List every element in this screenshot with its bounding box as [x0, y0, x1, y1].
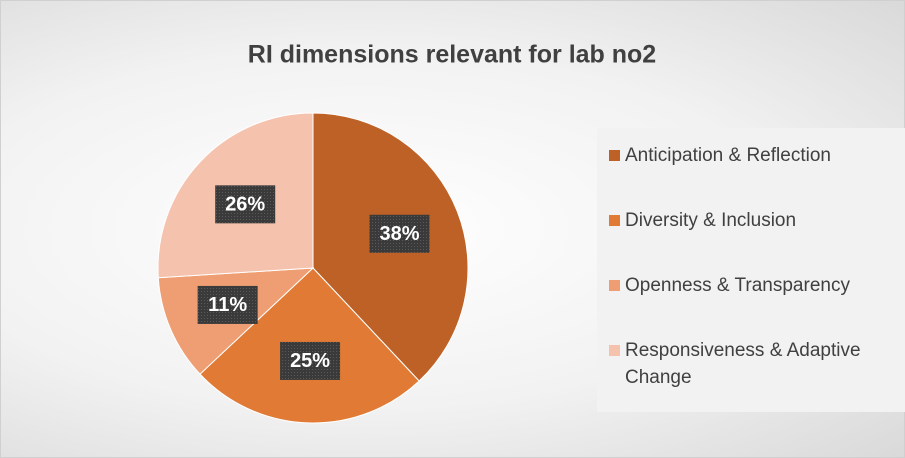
data-label: 25%: [290, 350, 330, 372]
legend: Anticipation & Reflection Diversity & Inc…: [597, 128, 905, 412]
legend-swatch: [609, 345, 620, 356]
legend-swatch: [609, 150, 620, 161]
data-label: 26%: [225, 194, 265, 216]
legend-label: Diversity & Inclusion: [625, 210, 797, 231]
legend-swatch: [609, 215, 620, 226]
legend-entry: Openness & Transparency: [609, 272, 895, 337]
data-label-box: [280, 341, 341, 380]
legend-entry: Responsiveness & Adaptive Change: [609, 337, 895, 402]
legend-label: Openness & Transparency: [625, 275, 850, 296]
legend-entry: Anticipation & Reflection: [609, 142, 895, 207]
data-label: 38%: [379, 223, 419, 245]
legend-label: Anticipation & Reflection: [625, 145, 831, 166]
data-label-box: [197, 285, 258, 324]
data-label: 11%: [208, 294, 247, 316]
legend-entry: Diversity & Inclusion: [609, 207, 895, 272]
chart-title: RI dimensions relevant for lab no2: [248, 41, 656, 69]
legend-label: Responsiveness & Adaptive Change: [625, 340, 861, 388]
legend-swatch: [609, 280, 620, 291]
data-label-box: [215, 185, 276, 224]
data-label-box: [369, 214, 430, 253]
